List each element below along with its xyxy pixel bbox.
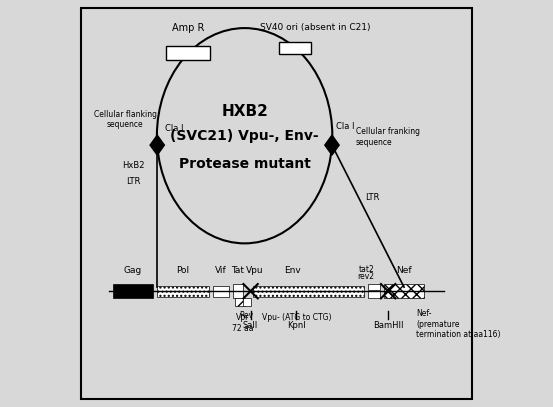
Text: HXB2: HXB2: [221, 104, 268, 119]
Bar: [279, 42, 311, 54]
Bar: [234, 298, 244, 306]
Text: (SVC21) Vpu-, Env-: (SVC21) Vpu-, Env-: [170, 129, 319, 143]
Text: BamHII: BamHII: [373, 321, 403, 330]
Text: rev2: rev2: [358, 272, 375, 281]
Bar: [253, 286, 364, 297]
Bar: [233, 284, 243, 298]
Bar: [243, 298, 251, 306]
Text: Tat: Tat: [231, 266, 244, 275]
Text: Rev: Rev: [239, 311, 254, 320]
Text: Nef: Nef: [397, 266, 412, 275]
Bar: [213, 286, 228, 297]
Text: Cla I: Cla I: [336, 122, 354, 131]
Text: LTR: LTR: [126, 177, 140, 186]
Text: Env: Env: [284, 266, 301, 275]
Text: tat2: tat2: [358, 265, 374, 274]
Text: Vpu: Vpu: [246, 266, 263, 275]
Text: Pol: Pol: [176, 266, 189, 275]
Polygon shape: [150, 135, 164, 155]
Bar: [368, 284, 380, 290]
Text: KpnI: KpnI: [287, 321, 306, 330]
Bar: [368, 291, 380, 298]
Text: Vpu- (ATG to CTG): Vpu- (ATG to CTG): [262, 313, 331, 322]
Bar: [166, 46, 210, 61]
Text: Gag: Gag: [124, 266, 142, 275]
Text: LTR: LTR: [364, 193, 379, 202]
Text: Nef-
(premature
termination at aa116): Nef- (premature termination at aa116): [416, 309, 500, 339]
Text: Cellular flanking
sequence: Cellular flanking sequence: [94, 110, 157, 129]
Text: Cellular franking
sequence: Cellular franking sequence: [356, 127, 420, 147]
Text: SalI: SalI: [243, 321, 258, 330]
Bar: [384, 284, 424, 298]
Text: Amp R: Amp R: [172, 23, 205, 33]
Text: Vif: Vif: [215, 266, 227, 275]
Polygon shape: [325, 135, 339, 155]
Bar: [157, 286, 208, 297]
Text: Vpr
72 aa: Vpr 72 aa: [232, 313, 253, 333]
Bar: [113, 284, 153, 298]
Text: Protease mutant: Protease mutant: [179, 157, 311, 171]
Text: Cla I: Cla I: [165, 124, 184, 133]
Text: HxB2: HxB2: [122, 161, 144, 170]
Text: SV40 ori (absent in C21): SV40 ori (absent in C21): [259, 23, 370, 32]
